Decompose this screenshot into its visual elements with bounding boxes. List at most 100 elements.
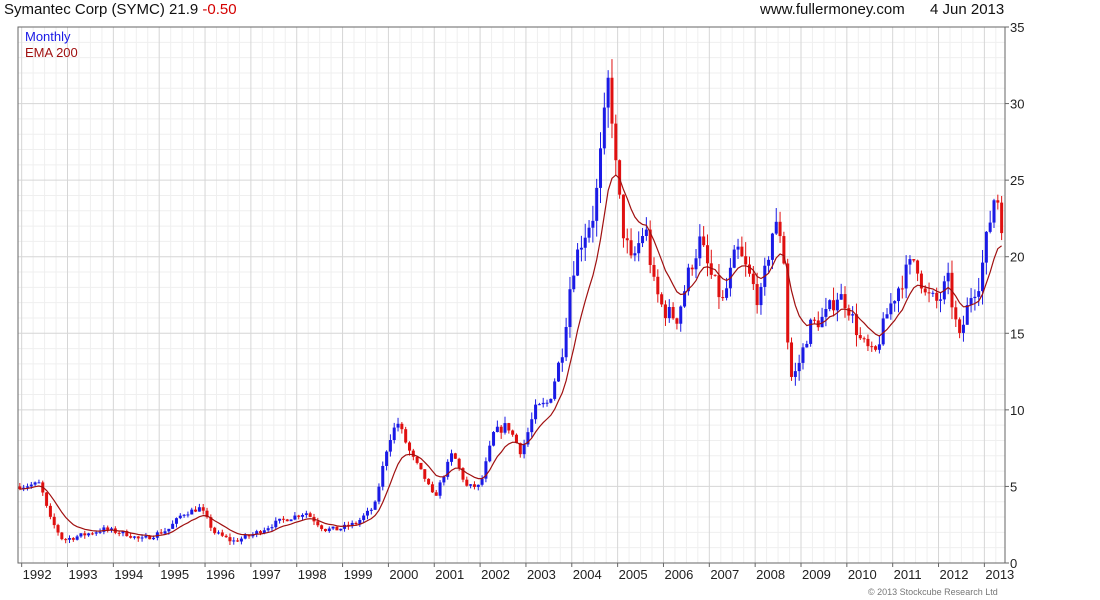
candle <box>400 422 404 434</box>
candle <box>683 285 687 308</box>
candle <box>132 535 136 540</box>
candle <box>545 399 549 407</box>
candle <box>641 227 645 248</box>
candle <box>927 282 931 303</box>
candle <box>599 132 603 204</box>
candle <box>266 525 270 532</box>
candle <box>377 483 381 505</box>
candle <box>595 178 599 237</box>
candle <box>419 462 423 470</box>
candle <box>713 274 717 277</box>
candle <box>136 535 140 542</box>
candle <box>996 194 1000 210</box>
candle <box>606 70 610 128</box>
candle <box>365 507 369 520</box>
candle <box>698 224 702 267</box>
candle <box>560 348 564 372</box>
candle <box>499 424 503 439</box>
candle <box>25 483 29 491</box>
company-name: Symantec Corp (SYMC) <box>4 1 165 18</box>
candle <box>854 303 858 347</box>
candle <box>904 255 908 299</box>
y-tick-label: 20 <box>1010 250 1024 265</box>
candle <box>717 264 721 309</box>
candle <box>686 263 690 296</box>
candle <box>705 234 709 277</box>
ema-line <box>19 174 1002 537</box>
candle <box>320 524 324 532</box>
ema-200-line <box>19 174 1002 537</box>
candle <box>201 503 205 515</box>
candle <box>858 327 862 340</box>
candle <box>297 514 301 520</box>
candle <box>492 431 496 447</box>
price-change: -0.50 <box>202 1 237 18</box>
candle <box>782 231 786 265</box>
candle <box>537 402 541 406</box>
candle <box>709 249 713 279</box>
candle <box>885 308 889 319</box>
x-tick-label: 1994 <box>114 567 143 582</box>
candle <box>488 440 492 463</box>
candle <box>965 297 969 325</box>
candle <box>37 479 41 484</box>
candle <box>381 461 385 491</box>
candle <box>358 517 362 527</box>
candle <box>870 341 874 352</box>
candle <box>644 217 648 241</box>
candle <box>236 538 240 542</box>
candle <box>767 256 771 273</box>
candle <box>667 299 671 323</box>
candle <box>984 231 988 275</box>
candle <box>228 533 232 545</box>
candle <box>587 220 591 243</box>
x-tick-label: 2001 <box>435 567 464 582</box>
candle <box>434 489 438 496</box>
candle <box>961 315 965 342</box>
candle <box>755 272 759 314</box>
x-tick-label: 2011 <box>894 567 922 582</box>
candle <box>453 452 457 459</box>
candle <box>511 429 515 437</box>
x-tick-label: 2002 <box>481 567 510 582</box>
x-tick-label: 2013 <box>985 567 1014 582</box>
candle <box>958 317 962 339</box>
candle <box>950 260 954 320</box>
candle <box>862 336 866 343</box>
plot-frame <box>17 26 1006 564</box>
candle <box>679 305 683 332</box>
candle <box>274 517 278 530</box>
x-tick-label: 2000 <box>389 567 418 582</box>
candle <box>896 286 900 313</box>
candle <box>71 537 75 542</box>
legend-monthly: Monthly <box>25 29 71 44</box>
legend-ema: EMA 200 <box>25 45 78 60</box>
x-tick-label: 1993 <box>69 567 98 582</box>
x-tick-label: 1998 <box>298 567 327 582</box>
candle <box>373 500 377 511</box>
candle <box>255 529 259 538</box>
candle <box>125 529 129 537</box>
candle <box>450 449 454 466</box>
candle <box>732 245 736 269</box>
candle <box>549 398 553 404</box>
candle <box>216 530 220 535</box>
candle <box>881 312 885 346</box>
candle <box>495 420 499 433</box>
candle <box>526 427 530 447</box>
candle <box>602 92 606 155</box>
candle <box>797 354 801 381</box>
candle <box>87 532 91 537</box>
source-url: www.fullermoney.com <box>760 1 905 18</box>
x-tick-label: 1992 <box>23 567 52 582</box>
candle <box>423 469 427 482</box>
candle <box>812 317 816 324</box>
candle <box>553 378 557 401</box>
candle <box>981 249 985 305</box>
x-axis: 1992 1993 1994 1995 1996 1997 1998 1999 2000 2001… <box>21 563 1014 582</box>
candle <box>171 520 175 529</box>
candle <box>472 481 476 490</box>
candle <box>820 307 824 328</box>
candle <box>213 526 217 535</box>
candle <box>908 255 912 275</box>
